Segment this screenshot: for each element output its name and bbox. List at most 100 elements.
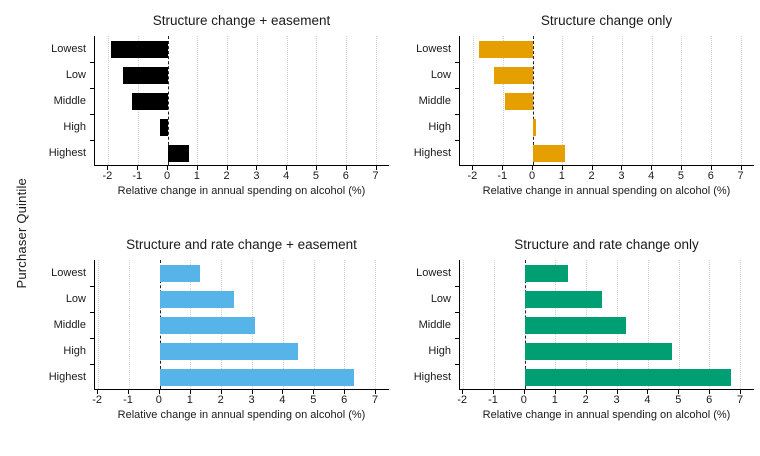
category-label: High: [63, 345, 86, 357]
x-axis-title: Relative change in annual spending on al…: [482, 409, 731, 421]
x-axis-tick: [375, 390, 377, 394]
panel-structure-and-rate-change-plus-easement: Structure and rate change + easement Low…: [34, 234, 389, 424]
x-tick-label: 5: [312, 170, 320, 182]
x-axis-tick: [740, 166, 742, 170]
x-axis-tick: [167, 166, 168, 170]
bar-highest: [524, 368, 731, 386]
gridline: [621, 36, 623, 165]
x-axis-tick: [345, 166, 347, 170]
gridline: [313, 260, 315, 389]
y-axis-tick: [455, 312, 459, 313]
gridline: [592, 36, 594, 165]
x-axis-tick: [621, 166, 623, 170]
x-axis-tick: [523, 390, 525, 394]
category-label: Highest: [48, 371, 86, 383]
x-axis-tick: [256, 166, 258, 170]
bar-middle: [132, 92, 168, 110]
gridline: [473, 36, 475, 165]
bar-low: [159, 290, 234, 308]
x-tick-label: 3: [248, 394, 255, 406]
x-tick-label: 6: [342, 170, 349, 182]
x-tick-label: -1: [132, 170, 143, 182]
x-axis-tick: [740, 390, 742, 394]
category-label: Low: [430, 69, 451, 81]
category-label: Lowest: [416, 267, 451, 279]
category-label: Middle: [418, 95, 451, 107]
x-tick-label: 4: [648, 170, 655, 182]
x-tick-label: -1: [123, 394, 133, 406]
panel-structure-and-rate-change-only: Structure and rate change only Lowest Low…: [399, 234, 754, 424]
bar-high: [524, 342, 673, 360]
y-axis-tick: [455, 62, 459, 63]
x-tick-label: 0: [163, 170, 171, 182]
y-axis-tick: [90, 88, 94, 89]
x-tick-label: 3: [618, 170, 625, 182]
y-axis-tick: [90, 338, 94, 339]
x-axis-tick: [251, 390, 253, 394]
category-label: Highest: [48, 147, 86, 159]
gridline: [493, 260, 495, 389]
category-labels: Lowest Low Middle High Highest: [399, 36, 459, 166]
y-axis-tick: [455, 140, 459, 141]
category-labels: Lowest Low Middle High Highest: [34, 260, 94, 390]
x-axis-tick: [158, 390, 160, 394]
gridline: [740, 36, 742, 165]
x-tick-label: 2: [582, 394, 589, 406]
x-tick-label: 5: [310, 394, 317, 406]
x-tick-label: 7: [737, 170, 744, 182]
panel-title: Structure and rate change + easement: [126, 237, 357, 252]
y-axis-tick: [455, 364, 459, 365]
x-tick-label: 5: [675, 394, 682, 406]
x-tick-label: 1: [193, 170, 200, 182]
x-axis: -2 -1 0 1 2 3 4 5 6 7: [459, 166, 754, 185]
category-label: Middle: [53, 319, 86, 331]
x-axis-tick: [492, 390, 494, 394]
x-tick-label: 4: [283, 170, 290, 182]
gridline: [709, 260, 711, 389]
category-label: High: [63, 121, 86, 133]
x-tick-label: 7: [372, 170, 379, 182]
x-tick-label: 0: [520, 394, 527, 406]
gridline: [286, 36, 288, 165]
x-axis-title: Relative change in annual spending on al…: [117, 185, 366, 197]
category-label: Lowest: [51, 267, 86, 279]
gridline: [562, 36, 564, 165]
category-label: Highest: [413, 147, 451, 159]
bar-lowest: [111, 40, 168, 58]
x-axis: -2 -1 0 1 2 3 4 5 6 7: [92, 390, 389, 409]
x-axis-tick: [532, 166, 533, 170]
plot-area: [455, 260, 754, 390]
bar-low: [494, 66, 533, 84]
gridline: [463, 260, 465, 389]
x-tick-label: 2: [217, 394, 224, 406]
y-axis-title: Purchaser Quintile: [13, 177, 29, 289]
category-labels: Lowest Low Middle High Highest: [34, 36, 94, 166]
bar-middle: [524, 316, 627, 334]
y-axis-tick: [455, 286, 459, 287]
x-axis-tick: [107, 166, 109, 170]
category-label: Lowest: [51, 43, 86, 55]
x-axis-tick: [196, 166, 198, 170]
plot-area: [90, 36, 389, 166]
y-axis-tick: [455, 114, 459, 115]
x-tick-label: 5: [677, 170, 685, 182]
gridline: [647, 260, 649, 389]
gridline: [710, 36, 712, 165]
bar-lowest: [479, 40, 533, 58]
category-labels: Lowest Low Middle High Highest: [399, 260, 459, 390]
gridline: [128, 260, 130, 389]
x-tick-label: -1: [488, 394, 498, 406]
x-axis-tick: [315, 166, 317, 170]
x-tick-label: -2: [102, 170, 113, 182]
panel-title: Structure change only: [540, 13, 673, 28]
panels-grid: Structure change + easement Lowest Low Mid…: [34, 10, 754, 456]
gridline: [375, 36, 377, 165]
x-tick-label: 0: [155, 394, 162, 406]
gridline: [282, 260, 284, 389]
x-tick-label: 1: [186, 394, 193, 406]
panel-structure-change-plus-easement: Structure change + easement Lowest Low Mid…: [34, 10, 389, 200]
y-axis-tick: [455, 88, 459, 89]
bar-high: [532, 118, 536, 136]
x-tick-label: -2: [92, 394, 102, 406]
